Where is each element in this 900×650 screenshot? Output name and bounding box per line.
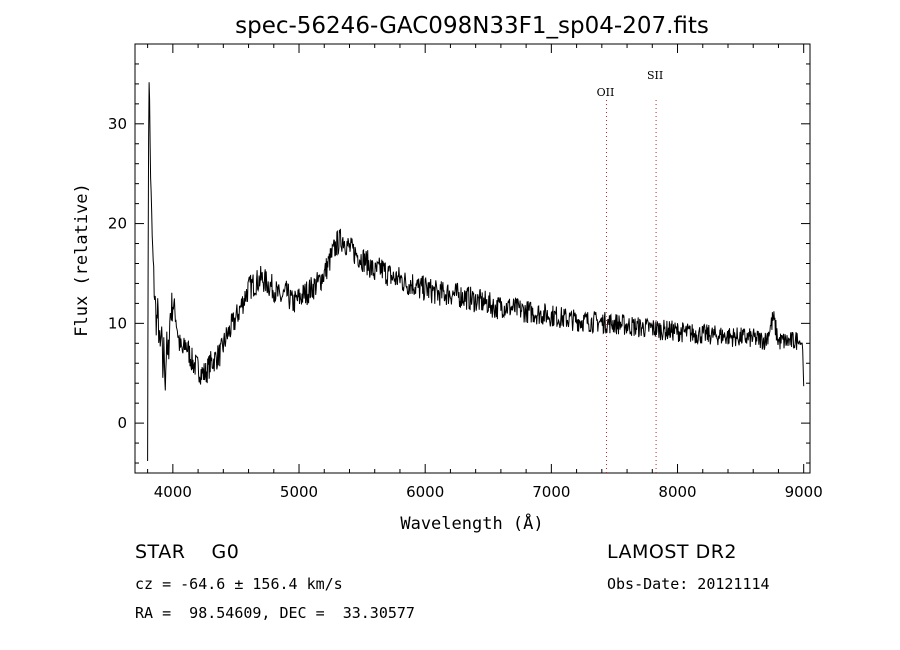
emission-line-label: OII <box>597 86 615 99</box>
plot-frame <box>134 43 811 474</box>
survey-name: LAMOST DR2 <box>607 541 737 563</box>
y-tick-label: 30 <box>108 115 127 133</box>
y-tick-label: 10 <box>108 314 127 332</box>
x-axis-label: Wavelength (Å) <box>400 512 543 534</box>
spectrum-line <box>147 82 805 462</box>
observation-date: Obs-Date: 20121114 <box>607 575 770 593</box>
emission-line-markers: OII SII <box>597 69 663 473</box>
y-axis-label: Flux (relative) <box>72 183 92 337</box>
x-tick-label: 9000 <box>785 483 823 501</box>
x-tick-label: 6000 <box>406 483 444 501</box>
emission-line-label: SII <box>647 69 663 82</box>
x-tick-label: 4000 <box>154 483 192 501</box>
y-axis: 0 10 20 30 <box>108 43 810 464</box>
x-tick-label: 8000 <box>658 483 696 501</box>
y-tick-label: 0 <box>117 414 127 432</box>
coordinates: RA = 98.54609, DEC = 33.30577 <box>135 604 415 622</box>
x-tick-label: 5000 <box>280 483 318 501</box>
x-tick-label: 7000 <box>532 483 570 501</box>
object-class: STAR G0 <box>135 541 240 563</box>
chart-title: spec-56246-GAC098N33F1_sp04-207.fits <box>235 13 709 39</box>
y-tick-label: 20 <box>108 215 127 233</box>
redshift-cz: cz = -64.6 ± 156.4 km/s <box>135 575 343 593</box>
x-axis: 4000 5000 6000 7000 8000 9000 <box>147 44 823 501</box>
